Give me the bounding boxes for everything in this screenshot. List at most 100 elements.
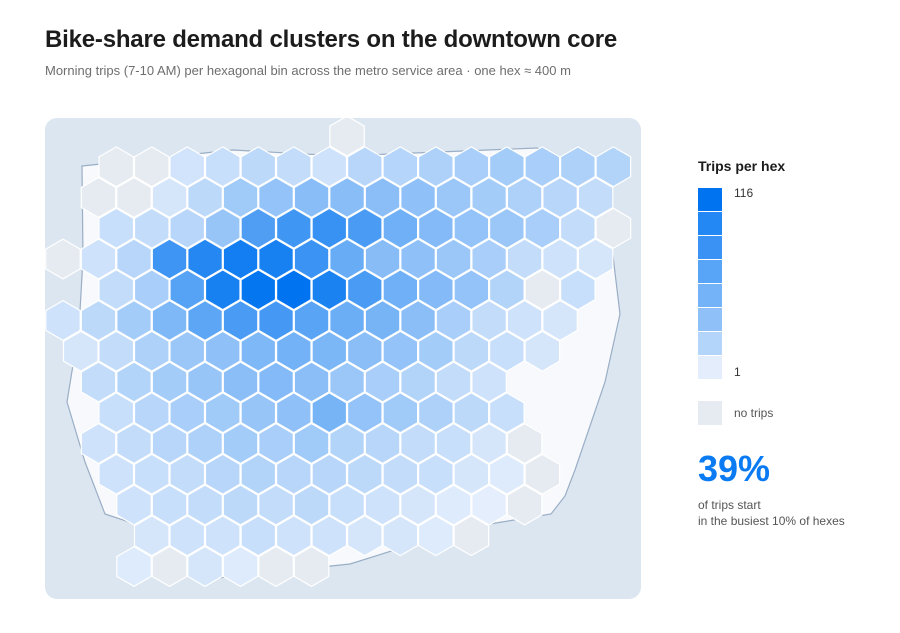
- hex-bin: [435, 238, 472, 280]
- stat-note: of trips start in the busiest 10% of hex…: [698, 497, 845, 529]
- hex-bin: [258, 238, 294, 280]
- hex-bin: [293, 422, 330, 465]
- hex-bin: [222, 422, 259, 465]
- hex-bin: [311, 392, 348, 434]
- legend: Trips per hex 116 1 no trips: [698, 158, 878, 425]
- hex-bin: [222, 176, 259, 219]
- hex-bin: [169, 392, 206, 434]
- hex-bin: [418, 515, 454, 557]
- hex-bin: [204, 330, 241, 372]
- hex-bin: [187, 238, 223, 280]
- hex-bin: [542, 238, 578, 280]
- hex-bin: [311, 515, 348, 557]
- hex-bin-no-trips: [80, 176, 117, 219]
- hex-bin: [435, 299, 472, 342]
- hex-bin: [506, 238, 543, 280]
- hex-bin: [116, 484, 152, 526]
- hex-bin: [293, 176, 330, 219]
- hex-bin: [364, 238, 401, 280]
- hex-bin: [364, 484, 401, 526]
- hex-bin: [489, 207, 525, 249]
- hex-bin: [98, 269, 135, 311]
- hex-bin: [453, 453, 490, 495]
- hex-bin: [169, 453, 206, 495]
- hex-bin-no-trips: [45, 238, 81, 280]
- hex-bin: [347, 146, 383, 188]
- hex-bin: [276, 330, 312, 372]
- hex-bin: [418, 269, 454, 311]
- hex-bin: [240, 269, 277, 311]
- hex-bin: [222, 238, 259, 280]
- hex-bin: [329, 299, 365, 342]
- hex-bin-no-trips: [506, 484, 543, 526]
- hex-bin: [98, 453, 135, 495]
- hex-bin: [204, 269, 241, 311]
- hex-bin: [489, 330, 525, 372]
- hex-bin: [453, 269, 490, 311]
- hex-bin-no-trips: [293, 545, 330, 588]
- hex-bin: [116, 545, 152, 588]
- hex-bin: [240, 515, 277, 557]
- hex-map-panel: [45, 118, 641, 599]
- hex-bin: [240, 146, 277, 188]
- hex-bin-no-trips: [151, 545, 188, 588]
- hex-bin: [471, 176, 507, 219]
- hex-bin-no-trips: [524, 453, 561, 495]
- hex-bin: [311, 207, 348, 249]
- hex-bin: [489, 269, 525, 311]
- hex-bin: [116, 299, 152, 342]
- hex-bin: [311, 453, 348, 495]
- hex-bin: [276, 392, 312, 434]
- hex-map: [45, 118, 632, 588]
- hex-bin: [382, 392, 419, 434]
- hex-bin: [453, 146, 490, 188]
- color-ramp-step: [698, 284, 722, 308]
- hex-bin: [400, 299, 436, 342]
- hex-bin: [364, 176, 401, 219]
- color-ramp-step: [698, 332, 722, 356]
- hex-bin: [187, 361, 223, 403]
- hex-bin: [329, 484, 365, 526]
- hex-bin: [151, 361, 188, 403]
- hex-bin: [506, 176, 543, 219]
- hex-bin: [116, 361, 152, 403]
- hex-bin: [80, 422, 117, 465]
- hex-bin: [169, 515, 206, 557]
- hex-bin: [400, 176, 436, 219]
- hex-bin: [542, 299, 578, 342]
- hex-bin: [418, 330, 454, 372]
- hex-bin: [133, 453, 170, 495]
- hex-bin: [347, 453, 383, 495]
- hex-bin-no-trips: [133, 146, 170, 188]
- hex-bin: [382, 330, 419, 372]
- hex-bin: [453, 392, 490, 434]
- hex-bin: [116, 238, 152, 280]
- hex-bin-no-trips: [98, 146, 135, 188]
- hex-bin: [187, 299, 223, 342]
- hex-bin: [98, 207, 135, 249]
- hex-bin: [559, 269, 596, 311]
- hex-bin: [418, 207, 454, 249]
- hex-bin: [453, 207, 490, 249]
- hex-bin: [258, 299, 294, 342]
- hex-bin: [240, 453, 277, 495]
- hex-bin: [222, 361, 259, 403]
- hex-bin: [204, 207, 241, 249]
- hex-bin: [471, 422, 507, 465]
- hex-bin: [222, 484, 259, 526]
- hex-bin: [311, 269, 348, 311]
- hex-bin: [471, 299, 507, 342]
- hex-bin: [169, 146, 206, 188]
- hex-bin: [347, 269, 383, 311]
- hex-bin: [329, 238, 365, 280]
- hex-bin-no-trips: [595, 207, 632, 249]
- hex-bin: [276, 207, 312, 249]
- hex-bin: [382, 453, 419, 495]
- hex-bin: [133, 269, 170, 311]
- hex-bin: [293, 299, 330, 342]
- hex-bin: [559, 207, 596, 249]
- hex-bin: [133, 330, 170, 372]
- hex-bin: [151, 238, 188, 280]
- hex-bin: [347, 207, 383, 249]
- hex-bin: [240, 330, 277, 372]
